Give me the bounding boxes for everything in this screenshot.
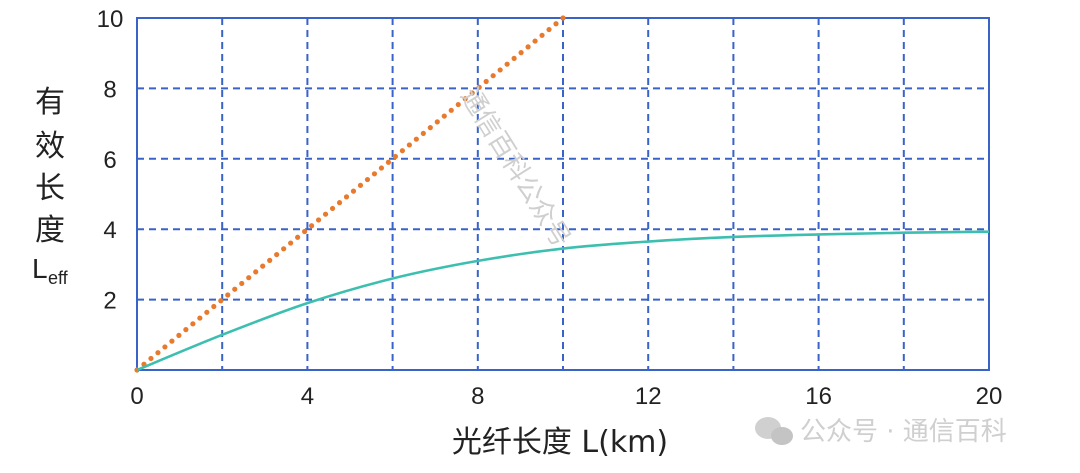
series-dot xyxy=(378,165,385,171)
series-dot xyxy=(260,263,266,269)
series-dot xyxy=(197,315,203,321)
series-dot xyxy=(239,280,245,287)
series-dot xyxy=(546,26,552,33)
series-dot xyxy=(385,159,392,165)
x-axis-label: 光纤长度 L(km) xyxy=(452,425,668,460)
series-dot xyxy=(183,327,189,333)
y-axis-label-char: 度 xyxy=(35,213,65,248)
y-axis-label-symbol: L xyxy=(32,253,48,284)
series-dot xyxy=(281,246,287,252)
series-dot xyxy=(553,21,559,27)
watermark-corner: 公众号 · 通信百科 xyxy=(755,417,1007,447)
series-dot xyxy=(560,15,566,21)
series-dot xyxy=(525,44,531,50)
series-dot xyxy=(441,113,447,119)
series-dot xyxy=(532,38,538,44)
series-dot xyxy=(225,292,231,298)
series-dot xyxy=(511,55,517,61)
series-dot xyxy=(267,257,273,263)
y-tick-label: 6 xyxy=(103,147,116,174)
series-dot xyxy=(476,84,482,90)
series-dot xyxy=(518,50,524,56)
series-dot xyxy=(420,130,426,137)
watermark-corner-text: 公众号 · 通信百科 xyxy=(800,417,1007,447)
series-dot xyxy=(218,298,224,304)
series-dot xyxy=(162,344,168,350)
series-group xyxy=(134,15,990,373)
y-axis-label-char: 有 xyxy=(35,85,65,120)
series-dot xyxy=(343,194,350,200)
series-dot xyxy=(308,223,315,229)
series-dot xyxy=(322,211,329,217)
series-dot xyxy=(392,153,398,160)
series-dot xyxy=(504,61,510,67)
series-dot xyxy=(295,234,301,240)
series-dot xyxy=(455,101,461,108)
x-tick-label: 8 xyxy=(471,383,484,410)
x-tick-label: 12 xyxy=(635,383,662,410)
series-dot xyxy=(427,125,433,131)
x-tick-label: 4 xyxy=(301,383,314,410)
series-dot xyxy=(336,200,343,206)
grid xyxy=(136,17,990,371)
x-tick-label: 20 xyxy=(976,383,1003,410)
series-dot xyxy=(350,188,357,194)
series-dot xyxy=(434,119,440,125)
y-axis-label-char: 效 xyxy=(35,129,65,164)
series-dot xyxy=(448,107,454,113)
wechat-icon xyxy=(755,417,793,445)
y-axis-label-char: 长 xyxy=(35,171,65,206)
series-dot xyxy=(406,142,412,148)
series-dot xyxy=(246,275,252,281)
series-solid-curve xyxy=(136,230,990,372)
series-dot xyxy=(169,338,175,344)
series-dot xyxy=(371,171,378,177)
series-dot xyxy=(232,286,238,292)
series-dot xyxy=(211,303,217,310)
series-dot xyxy=(539,32,545,38)
y-tick-label: 4 xyxy=(103,217,116,244)
series-dot xyxy=(204,309,210,315)
series-dot xyxy=(357,182,364,188)
series-dot xyxy=(490,73,496,79)
series-dot xyxy=(399,148,405,154)
series-dot xyxy=(315,217,322,223)
series-dot xyxy=(329,205,336,212)
series-dot xyxy=(469,90,475,96)
series-dot xyxy=(462,96,468,102)
series-dot xyxy=(155,350,161,356)
series-dot xyxy=(413,136,419,142)
series-dotted-line xyxy=(134,15,566,373)
series-dot xyxy=(364,176,371,183)
series-dot xyxy=(148,355,154,362)
series-dot xyxy=(302,228,308,235)
series-dot xyxy=(176,332,182,338)
x-tick-label: 0 xyxy=(130,383,143,410)
series-dot xyxy=(274,251,280,258)
series-dot xyxy=(483,78,489,85)
series-dot xyxy=(288,240,294,246)
y-tick-label: 10 xyxy=(97,6,124,33)
y-axis-label: 有 效 长 度 L eff xyxy=(32,85,69,288)
series-dot xyxy=(497,67,503,73)
y-tick-label: 8 xyxy=(103,76,116,103)
series-dot xyxy=(253,269,259,275)
x-tick-label: 16 xyxy=(805,383,832,410)
y-tick-label: 2 xyxy=(103,288,116,315)
y-axis-label-subscript: eff xyxy=(48,268,69,288)
watermark-diagonal: 通信百科公众号 xyxy=(454,83,576,253)
series-dot xyxy=(190,321,196,327)
